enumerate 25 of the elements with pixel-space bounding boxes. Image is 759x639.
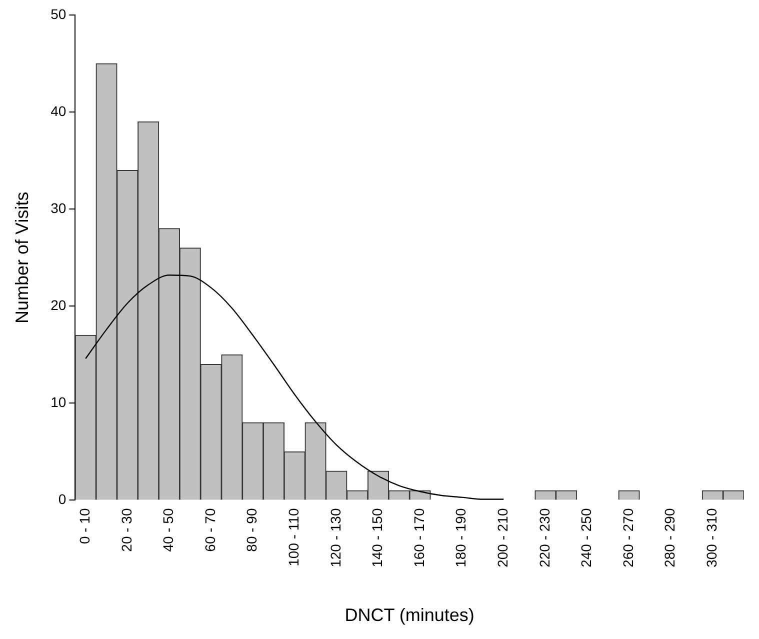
x-tick-label: 280 - 290	[662, 508, 678, 568]
x-tick-label: 140 - 150	[369, 508, 386, 568]
x-tick-label: 200 - 210	[494, 508, 510, 568]
x-tick-label: 20 - 30	[118, 508, 134, 552]
x-axis-title: DNCT (minutes)	[344, 605, 474, 626]
x-tick-label: 80 - 90	[244, 508, 260, 552]
x-tick-label: 40 - 50	[160, 508, 176, 552]
y-tick-label: 10	[50, 394, 66, 410]
y-axis-title: Number of Visits	[12, 192, 32, 324]
line-series	[85, 274, 504, 500]
x-tick-label: 240 - 250	[578, 508, 594, 568]
x-tick-label: 180 - 190	[452, 508, 469, 568]
y-tick-label: 30	[50, 200, 66, 216]
y-tick-label: 20	[50, 297, 66, 314]
x-tick-label: 0 - 10	[76, 508, 92, 544]
y-tick-label: 0	[58, 491, 66, 508]
x-tick-label: 160 - 170	[410, 508, 427, 568]
x-tick-label: 60 - 70	[202, 508, 218, 552]
x-tick-label: 100 - 110	[285, 508, 302, 566]
y-tick-label: 50	[50, 6, 66, 22]
x-tick-label: 300 - 310	[704, 508, 720, 568]
y-tick-label: 40	[50, 102, 66, 119]
x-tick-label: 260 - 270	[620, 508, 636, 568]
x-tick-label: 220 - 230	[536, 508, 552, 568]
x-tick-label: 120 - 130	[327, 508, 344, 568]
